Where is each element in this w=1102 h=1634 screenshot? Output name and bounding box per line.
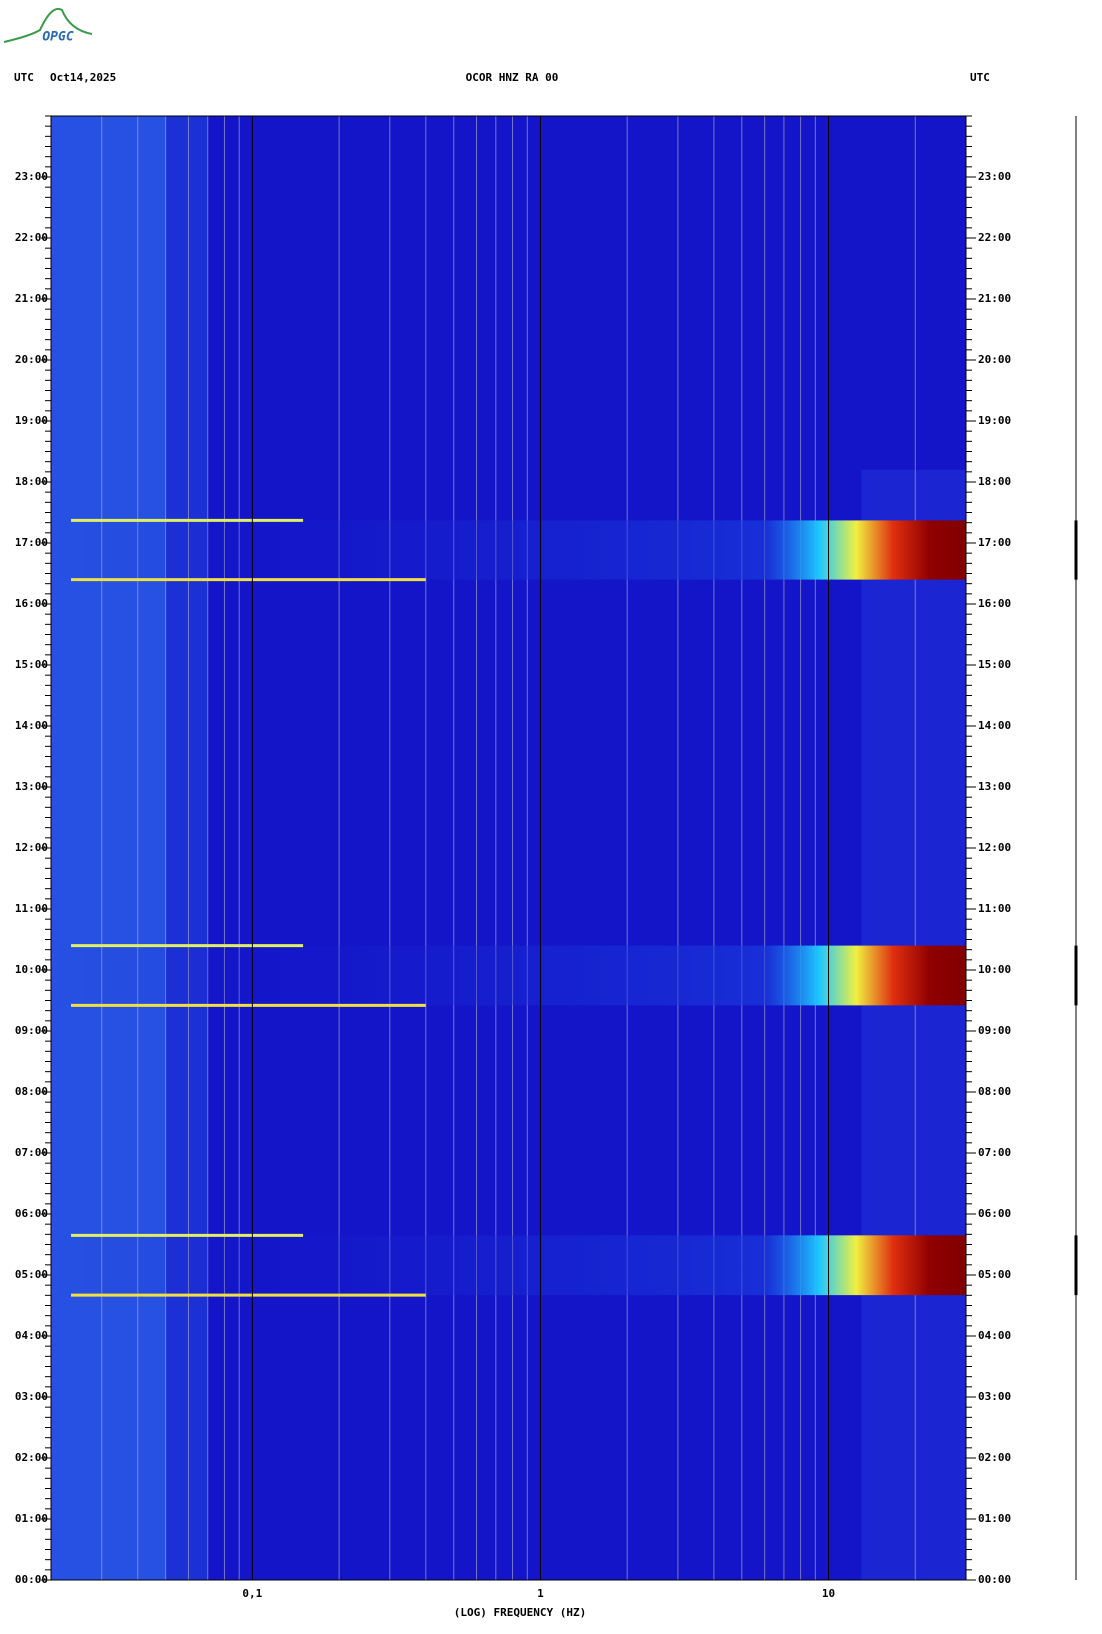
header-date: Oct14,2025 [50,71,116,84]
low-frequency-noise [51,116,166,1580]
event-burst [51,520,966,580]
y-tick-label-right: 08:00 [978,1085,1011,1098]
y-tick-label: 18:00 [15,475,48,488]
y-tick-label-right: 18:00 [978,475,1011,488]
y-tick-label: 09:00 [15,1024,48,1037]
y-tick-label-right: 04:00 [978,1329,1011,1342]
y-tick-label-right: 12:00 [978,841,1011,854]
y-tick-label: 15:00 [15,658,48,671]
y-tick-label-right: 16:00 [978,597,1011,610]
y-tick-label: 12:00 [15,841,48,854]
high-frequency-noise [861,469,966,1580]
x-tick-label: 0,1 [242,1587,262,1600]
x-tick-label: 10 [822,1587,835,1600]
y-tick-label-right: 22:00 [978,231,1011,244]
y-tick-label: 22:00 [15,231,48,244]
y-tick-label-right: 10:00 [978,963,1011,976]
y-tick-label-right: 11:00 [978,902,1011,915]
y-tick-label-right: 23:00 [978,170,1011,183]
y-tick-label: 17:00 [15,536,48,549]
y-tick-label: 20:00 [15,353,48,366]
y-tick-label-right: 02:00 [978,1451,1011,1464]
y-tick-label: 03:00 [15,1390,48,1403]
y-tick-label: 06:00 [15,1207,48,1220]
y-tick-label: 13:00 [15,780,48,793]
y-tick-label-right: 00:00 [978,1573,1011,1586]
y-tick-label: 23:00 [15,170,48,183]
y-tick-label-right: 03:00 [978,1390,1011,1403]
y-tick-label-right: 13:00 [978,780,1011,793]
y-tick-label: 01:00 [15,1512,48,1525]
x-tick-label: 1 [537,1587,544,1600]
plot-frame [50,115,967,1581]
low-frequency-noise [165,116,208,1580]
y-tick-label: 00:00 [15,1573,48,1586]
event-burst [51,1235,966,1296]
y-tick-label-right: 17:00 [978,536,1011,549]
y-tick-label: 19:00 [15,414,48,427]
chart-title: OCOR HNZ RA 00 [466,71,559,84]
y-tick-label-right: 20:00 [978,353,1011,366]
y-tick-label: 07:00 [15,1146,48,1159]
logo-text: OPGC [42,30,73,45]
y-tick-label: 16:00 [15,597,48,610]
y-tick-label: 05:00 [15,1268,48,1281]
y-tick-label: 02:00 [15,1451,48,1464]
y-tick-label-right: 14:00 [978,719,1011,732]
y-tick-label: 04:00 [15,1329,48,1342]
y-tick-label: 10:00 [15,963,48,976]
y-tick-label-right: 15:00 [978,658,1011,671]
y-tick-label: 14:00 [15,719,48,732]
y-tick-label-right: 05:00 [978,1268,1011,1281]
y-tick-label: 11:00 [15,902,48,915]
y-tick-label-right: 01:00 [978,1512,1011,1525]
y-tick-label-right: 06:00 [978,1207,1011,1220]
y-tick-label: 21:00 [15,292,48,305]
event-burst [51,945,966,1006]
y-tick-label: 08:00 [15,1085,48,1098]
header-right: UTC [970,71,990,84]
header-left: UTC [14,71,34,84]
y-tick-label-right: 09:00 [978,1024,1011,1037]
y-tick-label-right: 19:00 [978,414,1011,427]
y-tick-label-right: 07:00 [978,1146,1011,1159]
x-axis-label: (LOG) FREQUENCY (HZ) [454,1606,586,1619]
y-tick-label-right: 21:00 [978,292,1011,305]
logo: OPGC [3,8,93,45]
